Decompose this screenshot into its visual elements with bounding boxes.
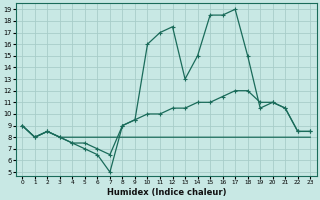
X-axis label: Humidex (Indice chaleur): Humidex (Indice chaleur) (107, 188, 226, 197)
